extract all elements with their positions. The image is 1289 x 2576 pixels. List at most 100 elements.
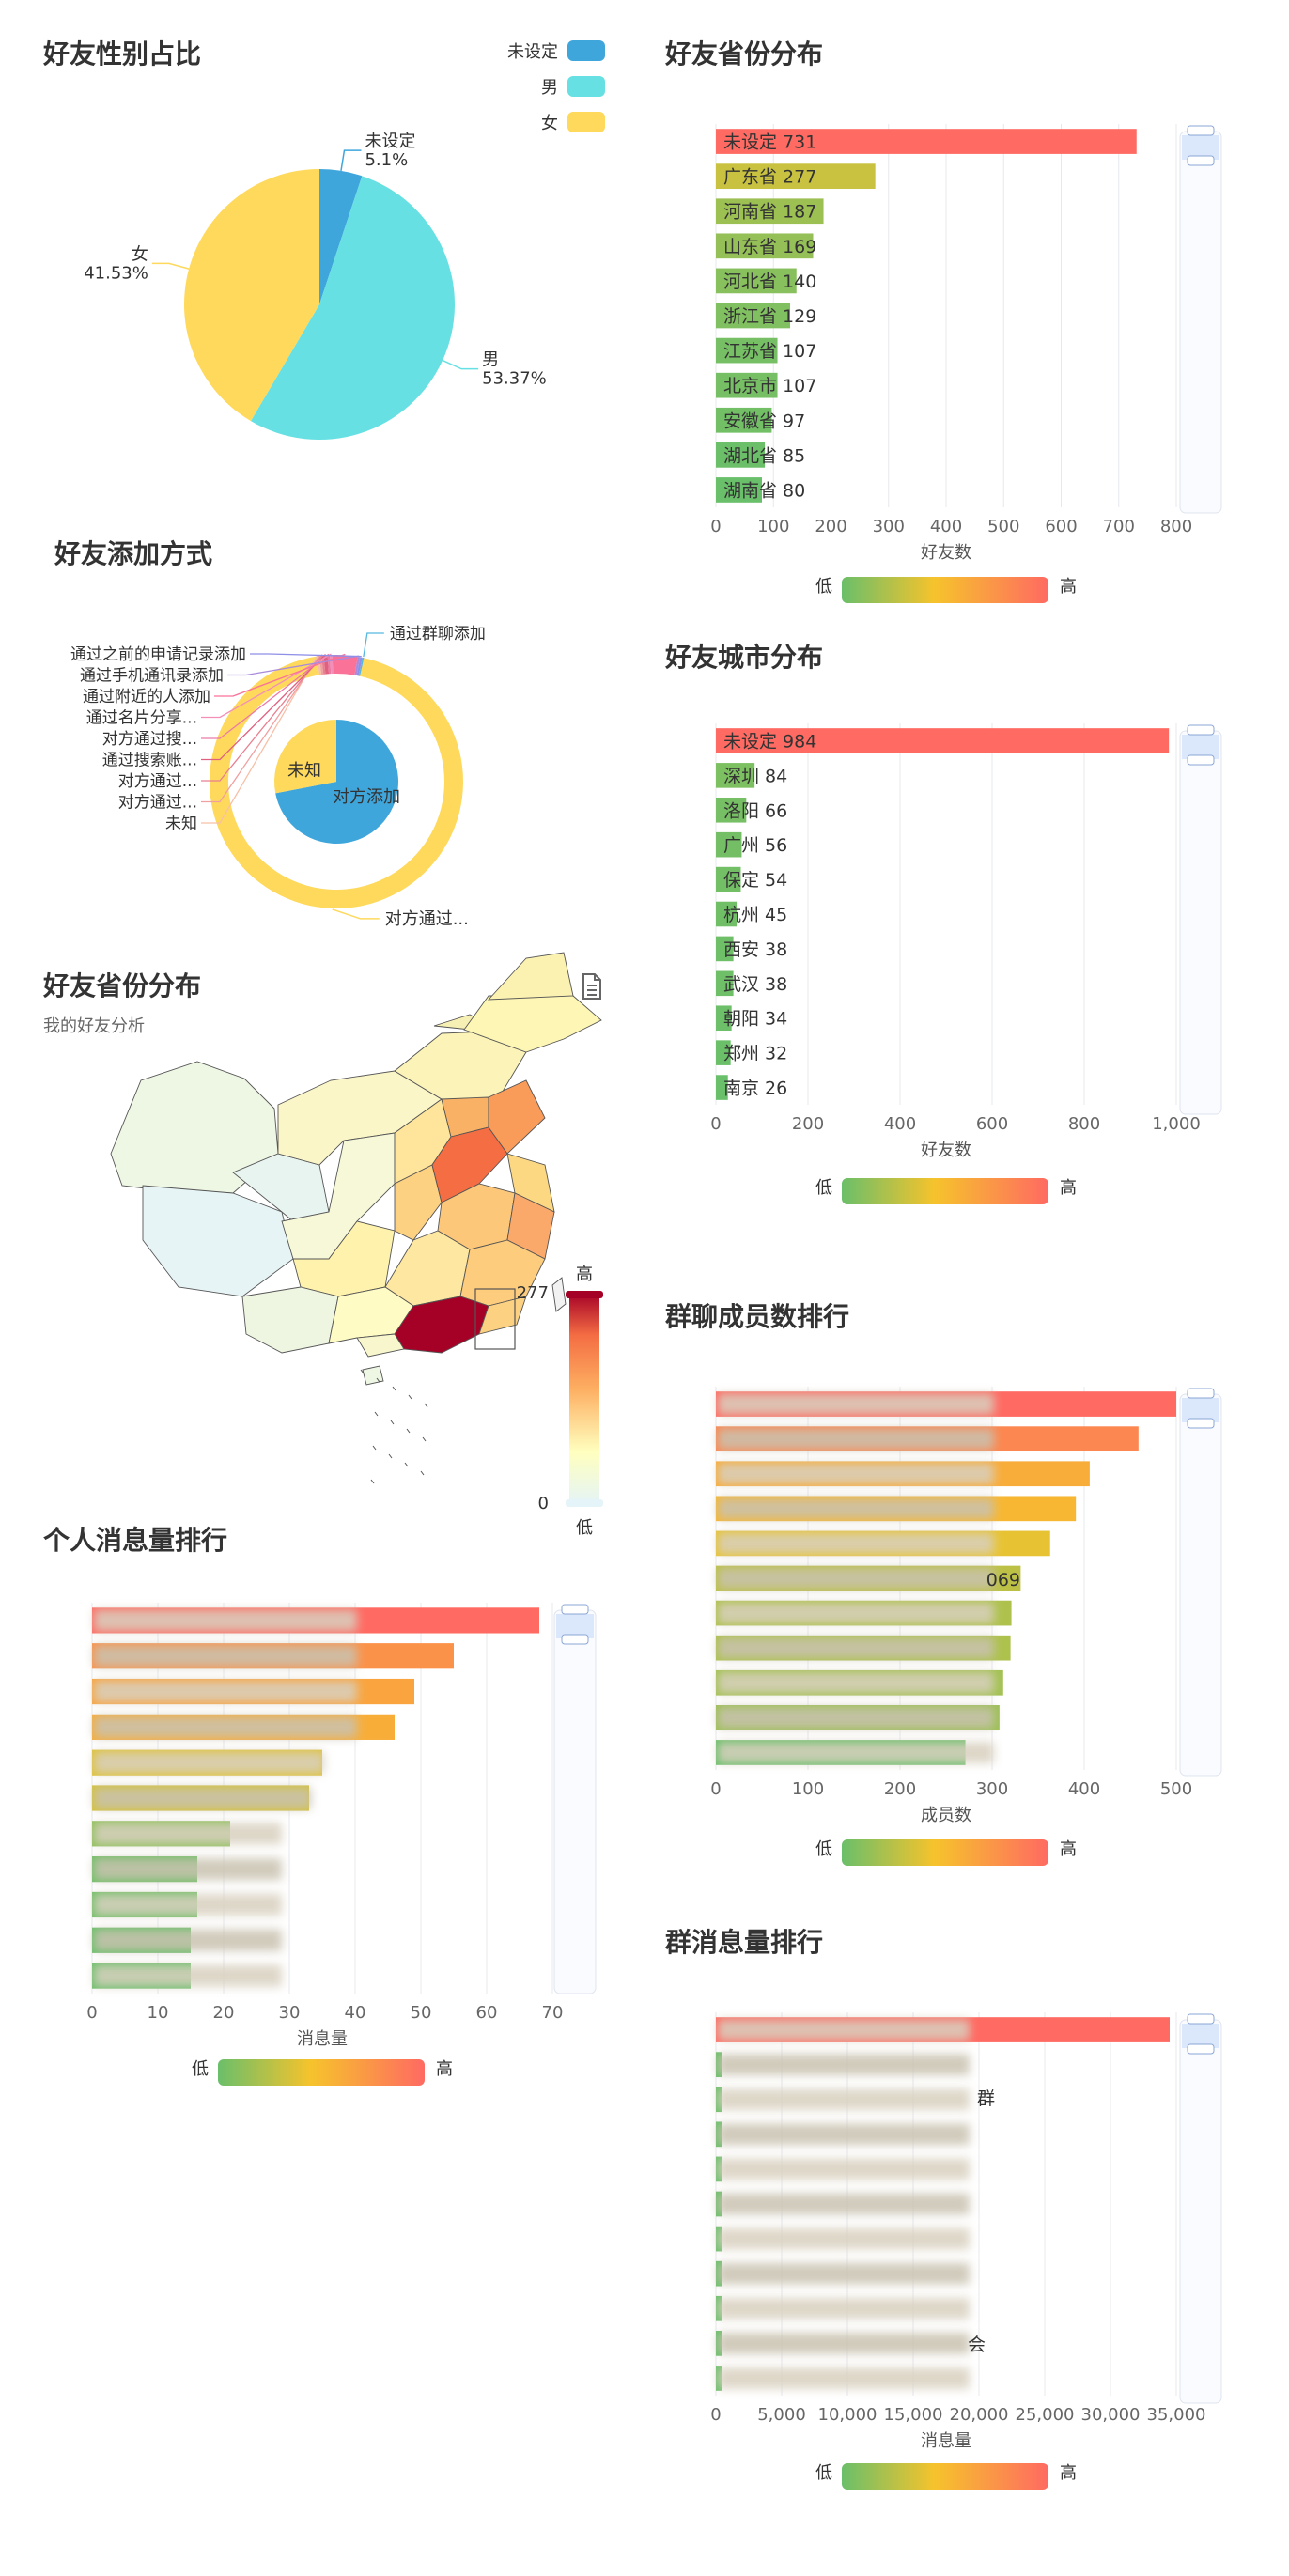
province-region[interactable] — [551, 1277, 567, 1312]
province_bar-bar[interactable] — [716, 442, 766, 468]
blurred-name — [94, 1645, 357, 1668]
datazoom-track[interactable] — [553, 1609, 597, 1994]
visual-map-gradient-bar[interactable] — [842, 1839, 1048, 1866]
province-visual-map: 低高 — [815, 577, 1077, 603]
province_bar-bar[interactable] — [716, 233, 814, 259]
datazoom-track[interactable] — [1179, 2019, 1222, 2404]
province_bar-bar[interactable] — [716, 337, 778, 364]
province_bar-bar[interactable] — [716, 303, 791, 329]
blurred-name — [94, 1823, 282, 1845]
inner-ring-slice[interactable] — [275, 720, 398, 845]
datazoom-handle-top[interactable] — [1187, 125, 1215, 136]
datazoom-handle-top[interactable] — [1187, 1388, 1215, 1399]
province_bar-bar-label: 湖北省 85 — [723, 445, 805, 466]
datazoom-track[interactable] — [1179, 730, 1222, 1115]
city_bar-bar[interactable] — [716, 1075, 728, 1100]
province_bar-bar[interactable] — [716, 163, 876, 189]
island-dash — [408, 1394, 412, 1400]
visual-map-gradient-bar[interactable] — [569, 1293, 599, 1505]
province-region[interactable] — [362, 1365, 384, 1386]
visual-map-gradient-bar[interactable] — [842, 2463, 1048, 2490]
outer-ring-slice[interactable] — [358, 657, 365, 676]
outer-ring-slice[interactable] — [354, 656, 361, 676]
province_bar-bar[interactable] — [716, 129, 1137, 154]
gender-slice-percent: 41.53% — [84, 263, 148, 283]
visual-map-gradient-bar[interactable] — [842, 577, 1048, 603]
outer-label-line — [201, 654, 321, 803]
x-tick-label: 200 — [815, 517, 846, 536]
province-region[interactable] — [241, 1286, 339, 1354]
city_bar-bar[interactable] — [716, 970, 734, 997]
gender-legend-swatch[interactable] — [567, 112, 605, 132]
x-tick-label: 70 — [542, 2003, 564, 2023]
visual-map-gradient-bar[interactable] — [842, 1178, 1048, 1204]
province-region[interactable] — [356, 1333, 405, 1358]
city_bar-bar-label: 郑州 32 — [723, 1044, 787, 1064]
visual-map-gradient-bar[interactable] — [218, 2059, 425, 2086]
inner-ring-slice[interactable] — [273, 720, 336, 794]
visual-map-handle-bottom[interactable] — [566, 1499, 603, 1507]
island-dash — [370, 1479, 375, 1484]
visual-map-handle-top[interactable] — [566, 1291, 603, 1298]
city_bar-bar[interactable] — [716, 936, 734, 962]
blurred-name — [94, 1751, 324, 1774]
datazoom-handle-bottom[interactable] — [1187, 754, 1215, 766]
china-map — [110, 952, 602, 1484]
city_bar-bar[interactable] — [716, 901, 738, 927]
datazoom-handle-bottom[interactable] — [561, 1634, 589, 1645]
gender-legend-swatch[interactable] — [567, 76, 605, 97]
gender-slice[interactable] — [250, 176, 455, 441]
province_bar-bar[interactable] — [716, 268, 797, 294]
visual-map-low-label: 低 — [815, 1178, 832, 1198]
gender-slice[interactable] — [183, 169, 319, 422]
city_bar-bar[interactable] — [716, 1040, 731, 1065]
datazoom-handle-top[interactable] — [561, 1604, 589, 1615]
group-members-chart-title: 群聊成员数排行 — [665, 1301, 850, 1332]
outer-ring-slice[interactable] — [323, 655, 330, 675]
outer-ring-slice[interactable] — [356, 657, 363, 676]
blurred-name — [94, 1609, 357, 1632]
city_bar-bar[interactable] — [716, 763, 755, 788]
city_bar-bar-label: 未设定 984 — [723, 731, 816, 752]
group-members-datazoom — [1179, 1388, 1222, 1777]
province_bar-bar[interactable] — [716, 372, 778, 398]
city_bar-bar[interactable] — [716, 728, 1170, 753]
province-region[interactable] — [142, 1185, 294, 1297]
datazoom-handle-top[interactable] — [1187, 724, 1215, 736]
province-region[interactable] — [394, 1164, 443, 1241]
datazoom-handle-bottom[interactable] — [1187, 2043, 1215, 2055]
x-tick-label: 600 — [976, 1114, 1008, 1134]
x-tick-label: 25,000 — [1016, 2405, 1075, 2425]
city_bar-bar[interactable] — [716, 1005, 732, 1032]
city_bar-bar[interactable] — [716, 831, 742, 858]
province_bar-bar[interactable] — [716, 477, 762, 503]
province_bar-bar[interactable] — [716, 407, 772, 433]
datazoom-handle-top[interactable] — [1187, 2013, 1215, 2025]
gender-slice[interactable] — [319, 169, 363, 304]
document-icon[interactable] — [581, 973, 603, 1000]
island-dash — [374, 1411, 379, 1417]
outer-label-line — [201, 654, 326, 761]
blurred-name — [94, 1929, 282, 1951]
gender-legend-swatch[interactable] — [567, 40, 605, 61]
visual-map-high-label: 高 — [1060, 2463, 1077, 2483]
datazoom-track[interactable] — [1179, 1393, 1222, 1777]
outer-ring-slice[interactable] — [320, 655, 326, 675]
outer-label-line — [201, 655, 318, 824]
datazoom-handle-bottom[interactable] — [1187, 1418, 1215, 1429]
add-method-chart-title: 好友添加方式 — [54, 538, 213, 569]
datazoom-handle-bottom[interactable] — [1187, 155, 1215, 166]
city_bar-bar[interactable] — [716, 866, 741, 892]
x-tick-label: 0 — [710, 517, 721, 536]
visual-map-high-label: 高 — [1060, 1178, 1077, 1198]
province-region[interactable] — [487, 952, 574, 1001]
blurred-name — [718, 1428, 994, 1450]
city_bar-bar[interactable] — [716, 797, 747, 823]
province-region[interactable] — [384, 1230, 471, 1307]
blurred-name — [94, 1893, 282, 1916]
province-region[interactable] — [488, 1079, 546, 1155]
datazoom-track[interactable] — [1179, 131, 1222, 514]
outer-label-line — [201, 654, 323, 782]
province_bar-bar[interactable] — [716, 198, 824, 225]
